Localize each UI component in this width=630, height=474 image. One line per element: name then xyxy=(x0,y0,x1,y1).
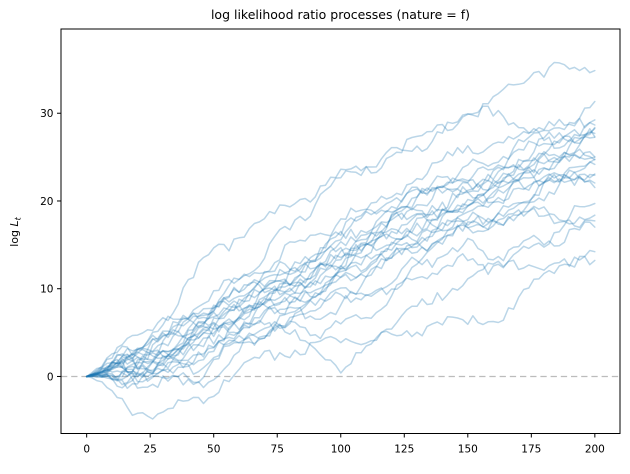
x-tick-label: 25 xyxy=(143,444,156,456)
x-tick-label: 100 xyxy=(331,444,351,456)
llr-sample-path-run-04 xyxy=(85,127,596,378)
y-tick-label: 0 xyxy=(47,371,54,383)
llr-sample-path-run-12 xyxy=(85,174,596,386)
llr-sample-path-run-19 xyxy=(85,131,596,378)
llr-sample-path-run-23 xyxy=(85,202,596,389)
llr-sample-path-run-21 xyxy=(85,126,596,382)
llr-sample-path-run-13 xyxy=(85,205,596,389)
llr-sample-path-run-20 xyxy=(85,173,596,390)
y-axis-label-variable: L xyxy=(8,220,21,226)
y-tick-label: 20 xyxy=(40,196,53,208)
y-axis-label: log Lt xyxy=(8,216,23,246)
llr-sample-path-run-24 xyxy=(85,249,596,378)
x-tick-label: 125 xyxy=(394,444,414,456)
llr-sample-path-run-14 xyxy=(85,207,596,378)
llr-sample-path-run-06 xyxy=(85,128,596,378)
chart-title: log likelihood ratio processes (nature =… xyxy=(211,7,470,22)
x-tick-label: 150 xyxy=(458,444,478,456)
x-tick-label: 75 xyxy=(271,444,284,456)
y-tick-label: 30 xyxy=(40,108,53,120)
llr-sample-path-run-07 xyxy=(85,150,596,378)
llr-sample-path-run-17 xyxy=(85,135,596,381)
llr-sample-path-run-16 xyxy=(85,255,596,420)
series-lines-layer xyxy=(85,61,596,420)
llr-sample-path-run-10 xyxy=(85,161,596,378)
llr-sample-path-run-18 xyxy=(85,158,596,380)
llr-sample-path-run-08 xyxy=(85,152,596,378)
y-tick-label: 10 xyxy=(40,284,53,296)
y-axis-label-prefix: log xyxy=(8,227,21,247)
llr-sample-path-run-03 xyxy=(85,105,596,378)
llr-sample-path-run-09 xyxy=(85,171,596,378)
y-axis-label-subscript: t xyxy=(14,216,23,220)
llr-sample-path-run-02 xyxy=(85,100,596,378)
llr-sample-path-run-22 xyxy=(85,148,596,389)
llr-sample-path-run-01 xyxy=(85,61,596,378)
x-tick-label: 175 xyxy=(521,444,541,456)
axes-layer: 0 25 50 75 100 125 150 175 200 0 10 20 30 xyxy=(40,28,621,456)
llr-sample-path-run-11 xyxy=(85,173,596,378)
x-tick-label: 200 xyxy=(585,444,605,456)
x-tick-label: 50 xyxy=(207,444,220,456)
llr-sample-path-run-15 xyxy=(85,221,596,382)
llr-sample-path-run-05 xyxy=(85,119,596,378)
x-tick-label: 0 xyxy=(83,444,90,456)
